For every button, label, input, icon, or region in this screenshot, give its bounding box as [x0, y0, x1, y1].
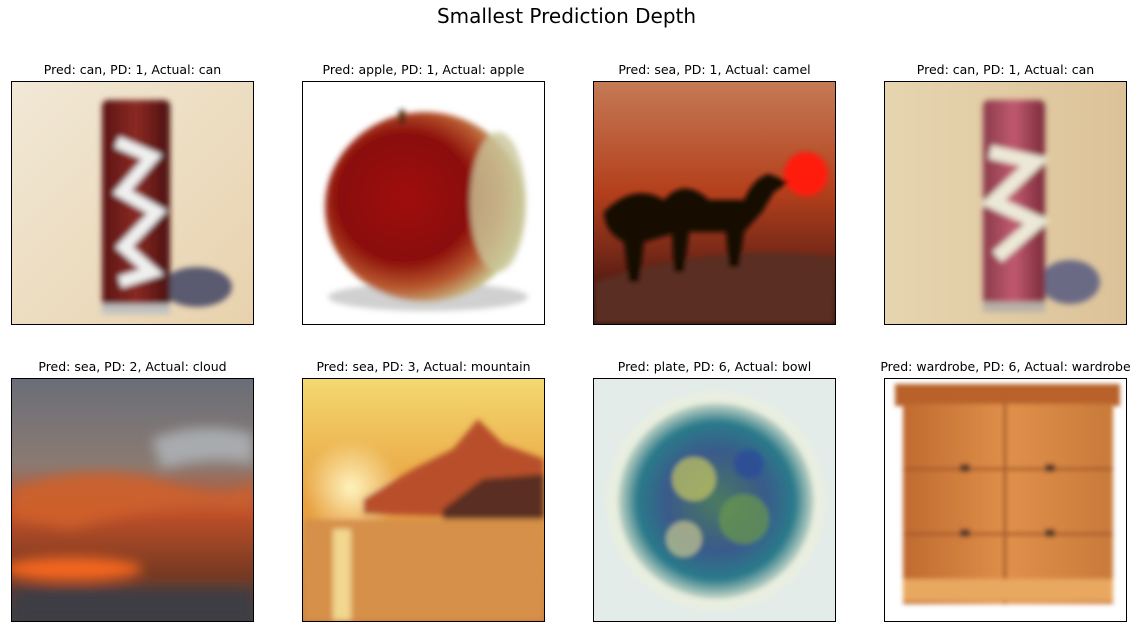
panel-image [302, 81, 545, 325]
panel-image [302, 378, 545, 622]
panel-title: Pred: plate, PD: 6, Actual: bowl [617, 359, 812, 374]
camel-image [594, 82, 835, 324]
wardrobe-image [885, 379, 1126, 621]
panel-image [11, 378, 254, 622]
panel-title: Pred: sea, PD: 2, Actual: cloud [38, 359, 227, 374]
can-image [12, 82, 253, 324]
apple-image [303, 82, 544, 324]
panel-title: Pred: sea, PD: 3, Actual: mountain [316, 359, 531, 374]
can-image [885, 82, 1126, 324]
panel-title: Pred: can, PD: 1, Actual: can [916, 62, 1095, 77]
panel-image [11, 81, 254, 325]
mountain-image [303, 379, 544, 621]
panel-image [884, 378, 1127, 622]
cloud-image [12, 379, 253, 621]
panel-image [593, 378, 836, 622]
panel-title: Pred: can, PD: 1, Actual: can [43, 62, 222, 77]
panel-image [884, 81, 1127, 325]
panel-title: Pred: apple, PD: 1, Actual: apple [322, 62, 525, 77]
figure-title: Smallest Prediction Depth [436, 4, 697, 28]
bowl-image [594, 379, 835, 621]
panel-title: Pred: sea, PD: 1, Actual: camel [618, 62, 811, 77]
panel-title: Pred: wardrobe, PD: 6, Actual: wardrobe [880, 359, 1131, 374]
panel-image [593, 81, 836, 325]
